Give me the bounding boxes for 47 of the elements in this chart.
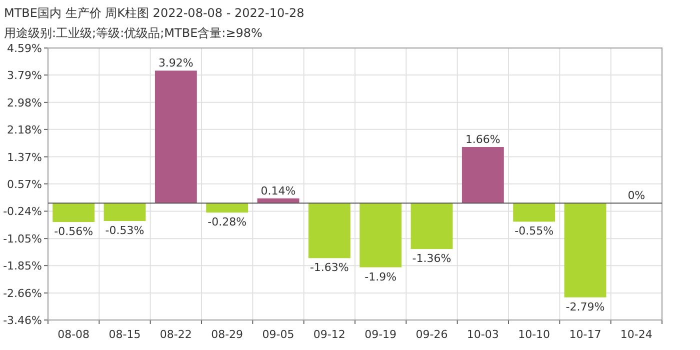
x-tick-label: 09-05 — [262, 328, 294, 341]
bar — [104, 203, 146, 221]
bar — [564, 203, 606, 298]
data-label: -0.55% — [514, 224, 554, 238]
x-tick-label: 08-22 — [160, 328, 192, 341]
bar — [308, 203, 350, 258]
bar — [462, 147, 504, 204]
y-tick-label: -1.85% — [3, 260, 42, 273]
chart-title: MTBE国内 生产价 周K柱图 2022-08-08 - 2022-10-28 — [4, 6, 304, 20]
data-label: -2.79% — [566, 300, 605, 314]
y-tick-label: 2.98% — [7, 96, 42, 110]
bar — [206, 203, 248, 213]
data-label: -0.56% — [54, 225, 94, 238]
y-tick-label: -1.05% — [3, 232, 42, 246]
data-label: 0% — [628, 189, 646, 202]
y-tick-label: -3.46% — [3, 314, 42, 327]
y-tick-label: 3.79% — [7, 69, 42, 82]
x-tick-label: 10-24 — [620, 328, 652, 341]
data-label: -1.36% — [412, 252, 452, 266]
data-label: -0.28% — [208, 216, 247, 229]
bar — [360, 203, 402, 268]
chart-subtitle: 用途级别:工业级;等级:优级品;MTBE含量:≥98% — [4, 26, 262, 40]
x-tick-label: 09-19 — [364, 328, 397, 341]
data-label: -0.53% — [105, 224, 144, 237]
bar — [410, 203, 453, 250]
y-tick-label: -0.24% — [3, 205, 42, 218]
data-label: 1.66% — [465, 133, 500, 146]
data-label: 3.92% — [158, 56, 194, 70]
x-tick-label: 10-17 — [569, 328, 602, 341]
x-tick-label: 08-08 — [58, 328, 90, 341]
x-tick-label: 08-29 — [211, 328, 244, 341]
x-tick-label: 10-10 — [518, 328, 550, 341]
y-tick-label: 4.59% — [7, 42, 42, 55]
data-label: -1.63% — [310, 261, 349, 274]
y-tick-label: 2.18% — [7, 123, 42, 136]
bar — [513, 203, 556, 222]
data-label: 0.14% — [260, 184, 296, 198]
x-tick-label: 08-15 — [108, 328, 141, 341]
x-tick-label: 09-12 — [313, 328, 346, 341]
y-tick-label: -2.66% — [3, 286, 42, 300]
x-tick-label: 09-26 — [416, 328, 448, 341]
y-tick-label: 1.37% — [7, 150, 42, 164]
y-tick-label: 0.57% — [7, 178, 42, 191]
bar — [52, 203, 95, 222]
x-tick-label: 10-03 — [466, 328, 499, 341]
bar — [154, 70, 197, 204]
data-label: -1.9% — [364, 270, 397, 284]
